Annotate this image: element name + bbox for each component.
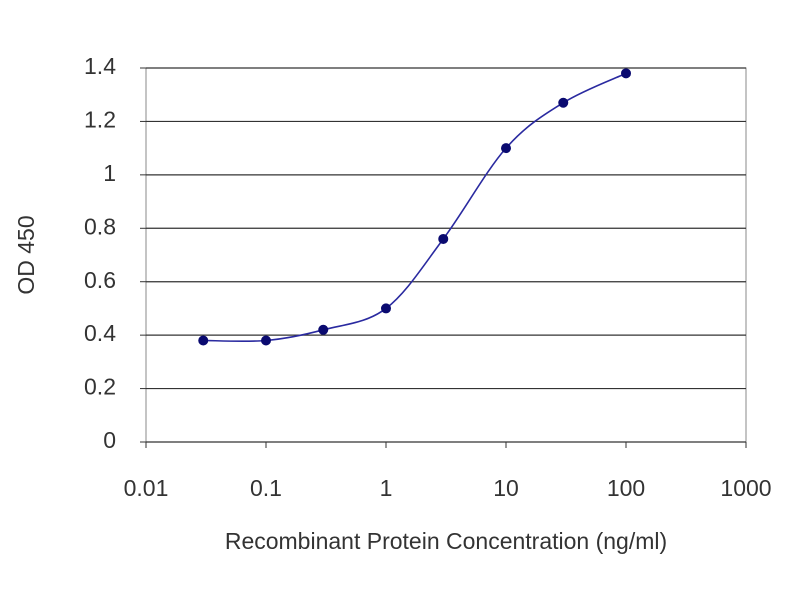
data-point [198, 335, 209, 346]
y-tick-label: 0 [103, 427, 116, 453]
x-tick-label: 10 [493, 475, 519, 501]
x-tick-label: 1000 [720, 475, 771, 501]
data-point [318, 324, 329, 335]
x-tick-label: 100 [607, 475, 645, 501]
data-point [558, 97, 569, 108]
curve [203, 72, 627, 343]
plot-area [145, 67, 747, 443]
y-axis-label: OD 450 [13, 215, 39, 294]
data-point [501, 143, 511, 154]
y-tick-label: 0.2 [84, 374, 116, 400]
x-tick-label: 1 [380, 475, 393, 501]
x-tick-label: 0.1 [250, 475, 282, 501]
y-tick-label: 1.2 [84, 107, 116, 133]
x-axis-label: Recombinant Protein Concentration (ng/ml… [225, 528, 667, 554]
x-tick-label: 0.01 [124, 475, 169, 501]
y-tick-label: 0.6 [84, 267, 116, 293]
y-tick-label: 1.4 [84, 53, 116, 79]
data-point [261, 335, 271, 346]
data-point [381, 303, 391, 314]
data-point [438, 233, 449, 244]
y-tick-label: 0.4 [84, 320, 116, 346]
y-tick-label: 1 [103, 160, 116, 186]
y-tick-label: 0.8 [84, 213, 116, 239]
data-point [621, 68, 631, 79]
